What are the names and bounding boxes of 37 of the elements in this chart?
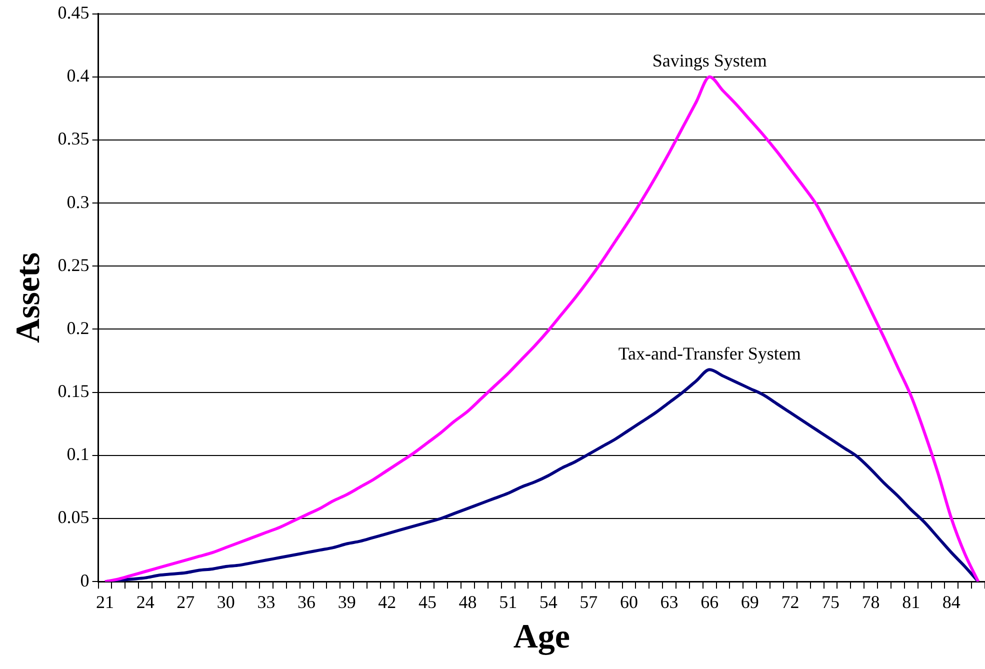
y-tick-label: 0.15 xyxy=(58,381,90,402)
y-tick-label: 0.3 xyxy=(66,192,90,212)
x-tick-label: 75 xyxy=(822,592,840,612)
x-tick-label: 69 xyxy=(740,592,759,612)
x-tick-label: 48 xyxy=(458,592,477,612)
y-tick-label: 0.45 xyxy=(58,2,90,23)
x-tick-label: 54 xyxy=(539,592,558,612)
x-tick-label: 84 xyxy=(942,592,960,612)
x-tick-label: 33 xyxy=(257,592,276,612)
x-tick-label: 36 xyxy=(298,592,316,612)
x-tick-label: 81 xyxy=(902,592,920,612)
x-tick-label: 24 xyxy=(136,592,154,612)
y-axis-title: Assets xyxy=(10,252,48,344)
x-tick-label: 78 xyxy=(862,592,880,612)
x-tick-label: 21 xyxy=(96,592,114,612)
x-tick-label: 66 xyxy=(700,592,719,612)
y-tick-label: 0.05 xyxy=(58,507,90,528)
x-axis-title: Age xyxy=(513,618,570,656)
y-tick-label: 0 xyxy=(80,570,90,590)
annotation: Savings System xyxy=(652,50,767,71)
line-series xyxy=(104,75,980,582)
x-tick-label: 60 xyxy=(620,592,638,612)
x-tick-label: 30 xyxy=(216,592,235,612)
x-tick-label: 39 xyxy=(338,592,356,612)
x-tick-label: 45 xyxy=(418,592,436,612)
x-tick-label: 63 xyxy=(660,592,678,612)
annotation: Tax-and-Transfer System xyxy=(618,343,801,364)
y-tick-label: 0.25 xyxy=(58,254,90,275)
x-tick-label: 57 xyxy=(580,592,598,612)
y-tick-label: 0.35 xyxy=(58,128,90,149)
x-tick-label: 51 xyxy=(499,592,518,612)
y-tick-label: 0.4 xyxy=(66,66,90,86)
x-tick-label: 42 xyxy=(378,592,396,612)
y-tick-label: 0.1 xyxy=(66,444,90,464)
y-tick-label: 0.2 xyxy=(66,318,90,338)
x-tick-label: 72 xyxy=(781,592,800,612)
x-tick-label: 27 xyxy=(176,592,195,612)
